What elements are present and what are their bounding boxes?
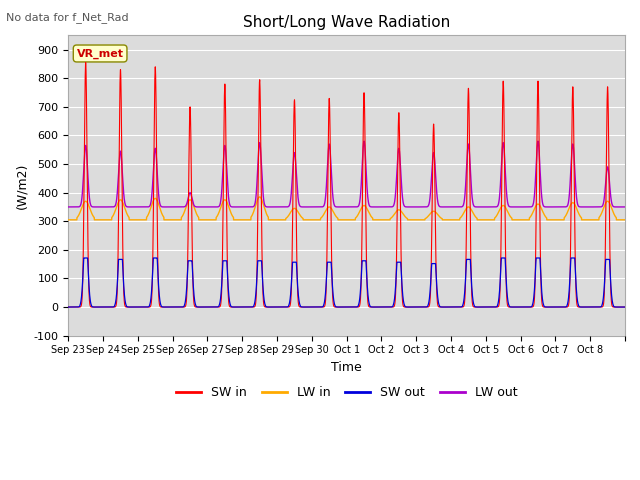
Text: No data for f_Net_Rad: No data for f_Net_Rad — [6, 12, 129, 23]
Title: Short/Long Wave Radiation: Short/Long Wave Radiation — [243, 15, 451, 30]
Legend: SW in, LW in, SW out, LW out: SW in, LW in, SW out, LW out — [171, 382, 522, 405]
X-axis label: Time: Time — [332, 361, 362, 374]
Y-axis label: (W/m2): (W/m2) — [15, 162, 28, 209]
Text: VR_met: VR_met — [77, 48, 124, 59]
